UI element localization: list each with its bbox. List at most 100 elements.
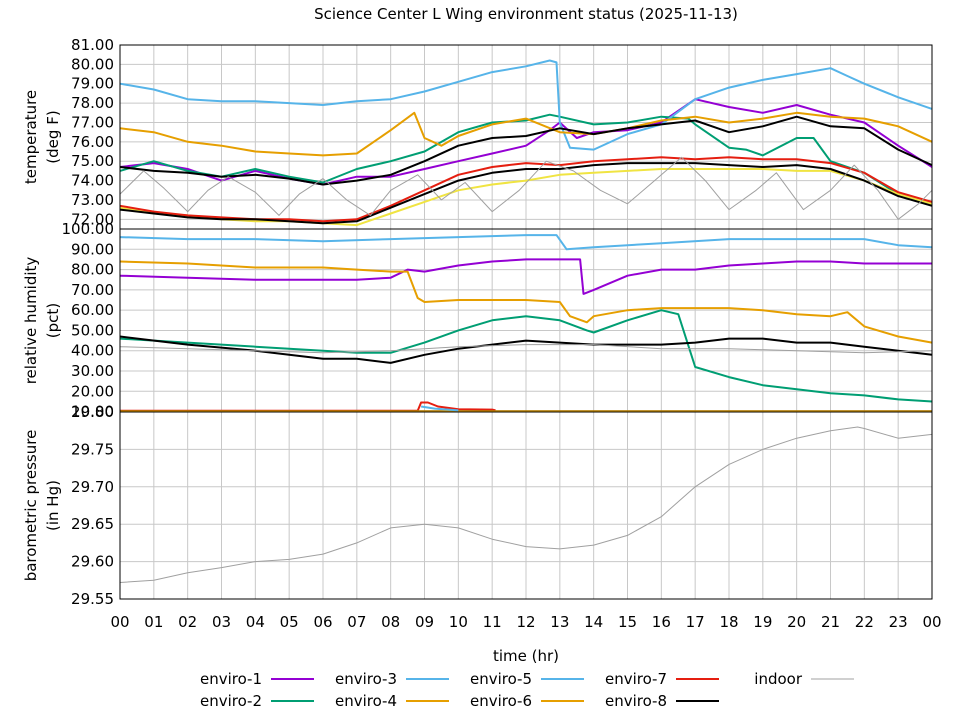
x-tick-label: 04	[246, 613, 265, 631]
x-tick-label: 00	[110, 613, 129, 631]
x-tick-label: 03	[212, 613, 231, 631]
series-line-enviro-7	[120, 401, 496, 412]
panel-frame	[119, 411, 933, 600]
x-tick-label: 06	[313, 613, 332, 631]
y-tick-label: 60.00	[71, 301, 114, 319]
y-tick-label: 72.00	[71, 210, 114, 228]
series-line-enviro-6	[119, 111, 933, 157]
x-tick-label: 12	[516, 613, 535, 631]
y-tick-label: 79.00	[71, 75, 114, 93]
legend-label: indoor	[754, 670, 803, 688]
y-tick-label: 76.00	[71, 133, 114, 151]
series-line-enviro-8b	[119, 162, 933, 225]
legend-label: enviro-4	[335, 692, 397, 710]
y-axis-label: relative humidity	[22, 257, 40, 385]
y-tick-label: 75.00	[71, 152, 114, 170]
y-tick-label: 90.00	[71, 240, 114, 258]
x-tick-label: 10	[449, 613, 468, 631]
y-tick-label: 78.00	[71, 94, 114, 112]
x-tick-label: 20	[787, 613, 806, 631]
series-line-enviro-5c	[420, 405, 459, 412]
x-tick-label: 14	[584, 613, 603, 631]
x-tick-label: 19	[753, 613, 772, 631]
y-tick-label: 80.00	[71, 55, 114, 73]
y-tick-label: 100.00	[62, 220, 115, 238]
x-tick-label: 01	[144, 613, 163, 631]
series-line-enviro-2	[119, 309, 933, 403]
y-tick-label: 74.00	[71, 172, 114, 190]
chart-title: Science Center L Wing environment status…	[314, 5, 738, 23]
series-line-enviro-3	[119, 234, 933, 251]
series-line-indoor	[119, 156, 933, 220]
panel-barometric-pressure: 29.55 29.60 29.65 29.70 29.75 29.80 barometric…	[22, 403, 933, 608]
x-tick-label: 11	[483, 613, 502, 631]
x-tick-label: 15	[618, 613, 637, 631]
y-tick-label: 40.00	[71, 342, 114, 360]
y-tick-label: 29.75	[71, 440, 114, 458]
x-tick-label: 22	[855, 613, 874, 631]
legend-label: enviro-3	[335, 670, 397, 688]
x-tick-label: 23	[889, 613, 908, 631]
y-tick-label: 10.00	[71, 403, 114, 421]
legend-item-enviro-6: enviro-6	[470, 692, 584, 710]
y-axis-label: (in Hg)	[44, 480, 62, 531]
y-axis-label: (pct)	[44, 303, 62, 338]
legend-item-enviro-5: enviro-5	[470, 670, 584, 688]
y-tick-label: 81.00	[71, 36, 114, 54]
y-axis-label: temperature	[22, 90, 40, 184]
x-tick-label: 02	[178, 613, 197, 631]
x-tick-label: 13	[550, 613, 569, 631]
legend-item-enviro-2: enviro-2	[200, 692, 314, 710]
series-line-enviro-5	[119, 59, 933, 151]
series-line-enviro-1	[119, 258, 932, 295]
x-tick-label: 18	[719, 613, 738, 631]
legend-label: enviro-8	[605, 692, 667, 710]
x-tick-label: 16	[652, 613, 671, 631]
y-axis-label: barometric pressure	[22, 430, 40, 582]
x-tick-label: 09	[415, 613, 434, 631]
legend-label: enviro-5	[470, 670, 532, 688]
x-tick-label: 07	[347, 613, 366, 631]
series-line-enviro-8	[119, 335, 933, 364]
series-line-indoor	[119, 344, 933, 354]
x-tick-label: 21	[821, 613, 840, 631]
legend-item-enviro-7: enviro-7	[605, 670, 719, 688]
legend-item-indoor: indoor	[754, 670, 854, 688]
x-tick-label: 00	[922, 613, 941, 631]
series-line-enviro-3b	[119, 168, 933, 227]
x-axis-label: time (hr)	[493, 647, 559, 665]
legend-item-enviro-4: enviro-4	[335, 692, 449, 710]
series-line-enviro-4	[119, 260, 933, 344]
y-tick-label: 77.00	[71, 113, 114, 131]
legend-item-enviro-3: enviro-3	[335, 670, 449, 688]
legend-label: enviro-1	[200, 670, 262, 688]
x-tick-label: 05	[280, 613, 299, 631]
y-tick-label: 73.00	[71, 191, 114, 209]
legend-item-enviro-1: enviro-1	[200, 670, 314, 688]
x-tick-label: 08	[381, 613, 400, 631]
y-tick-label: 29.80	[71, 403, 114, 421]
y-tick-label: 29.55	[71, 590, 114, 608]
y-tick-label: 29.65	[71, 515, 114, 533]
legend-label: enviro-6	[470, 692, 532, 710]
chart-legend: enviro-1 enviro-2 enviro-3 enviro-4 enviro-5…	[200, 670, 854, 710]
legend-label: enviro-7	[605, 670, 667, 688]
y-tick-label: 80.00	[71, 261, 114, 279]
y-tick-label: 50.00	[71, 321, 114, 339]
x-axis-ticks: 00 01 02 03 04 05 06 07 08 09 10 11 12 13 14 15 16 17 18 19…	[110, 613, 941, 631]
legend-item-enviro-8: enviro-8	[605, 692, 719, 710]
y-tick-label: 29.60	[71, 553, 114, 571]
y-axis-label: (deg F)	[44, 110, 62, 163]
legend-label: enviro-2	[200, 692, 262, 710]
y-tick-label: 29.70	[71, 478, 114, 496]
y-tick-label: 20.00	[71, 382, 114, 400]
x-tick-label: 17	[686, 613, 705, 631]
y-tick-label: 70.00	[71, 281, 114, 299]
series-line-indoor	[119, 426, 933, 583]
panel-relative-humidity: 10.00 20.00 30.00 40.00 50.00 60.00 70.00 80.00…	[22, 220, 933, 421]
series-line-enviro-8	[119, 115, 933, 186]
y-tick-label: 30.00	[71, 362, 114, 380]
